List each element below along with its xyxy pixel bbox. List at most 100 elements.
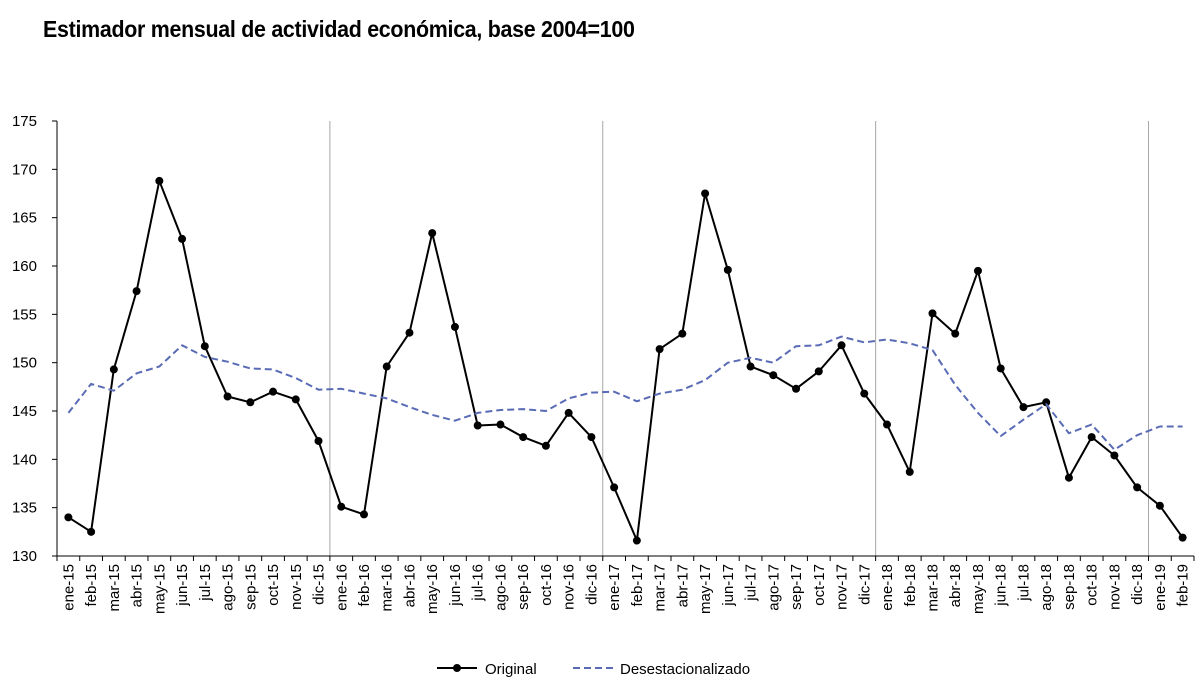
x-tick-label: jun-15 (174, 564, 191, 607)
y-tick-label: 160 (12, 258, 37, 275)
x-tick-label: ene-19 (1152, 564, 1169, 611)
series-line-original (67, 179, 1184, 542)
y-tick-label: 140 (12, 451, 37, 468)
data-point (223, 392, 232, 401)
data-point (1178, 533, 1187, 542)
data-point (405, 328, 414, 337)
x-tick-label: ene-16 (333, 564, 350, 611)
data-point (1064, 473, 1073, 482)
data-point (246, 398, 255, 407)
legend-label-desestacionalizado: Desestacionalizado (620, 661, 750, 678)
x-tick-label: abr-16 (401, 564, 418, 607)
series-line-desestacionalizado (67, 335, 1183, 451)
data-point (1019, 403, 1028, 412)
y-tick-label: 165 (12, 210, 37, 227)
data-point (746, 362, 755, 371)
x-tick-label: oct-18 (1084, 564, 1101, 606)
data-point (792, 384, 801, 393)
data-point (1110, 451, 1119, 460)
x-tick-label: nov-18 (1106, 564, 1123, 610)
data-point (973, 266, 982, 275)
data-point (928, 309, 937, 318)
data-point (678, 329, 687, 338)
data-point (541, 441, 550, 450)
data-point (382, 362, 391, 371)
x-tick-label: sep-18 (1061, 564, 1078, 610)
data-point (473, 421, 482, 430)
x-tick-label: jul-16 (470, 564, 487, 602)
x-tick-label: dic-18 (1129, 564, 1146, 605)
data-point (996, 364, 1005, 373)
legend: Original Desestacionalizado (437, 661, 750, 678)
data-point (723, 265, 732, 274)
data-point (155, 176, 164, 185)
x-tick-label: ene-18 (879, 564, 896, 611)
axes (52, 120, 1195, 561)
x-tick-label: may-17 (697, 564, 714, 614)
data-point (496, 420, 505, 429)
x-tick-label: sep-15 (242, 564, 259, 610)
x-tick-label: jun-17 (720, 564, 737, 607)
data-point (883, 420, 892, 429)
x-tick-label: mar-16 (379, 564, 396, 612)
legend-label-original: Original (485, 661, 537, 678)
x-tick-label: jul-15 (197, 564, 214, 602)
data-point (519, 433, 528, 442)
data-point (359, 510, 368, 519)
data-point (769, 371, 778, 380)
data-point (1087, 433, 1096, 442)
legend-marker-original (453, 664, 461, 672)
x-tick-label: oct-15 (265, 564, 282, 606)
data-point (87, 527, 96, 536)
data-point (837, 341, 846, 350)
x-tick-label: mar-18 (924, 564, 941, 612)
x-tick-label: feb-18 (902, 564, 919, 607)
x-tick-label: dic-16 (583, 564, 600, 605)
x-tick-label: nov-16 (561, 564, 578, 610)
x-tick-label: sep-17 (788, 564, 805, 610)
x-tick-label: feb-17 (629, 564, 646, 607)
y-tick-label: 130 (12, 548, 37, 565)
x-tick-label: may-18 (970, 564, 987, 614)
x-tick-label: abr-15 (129, 564, 146, 607)
x-tick-label: ene-15 (60, 564, 77, 611)
data-point (610, 483, 619, 492)
y-tick-label: 150 (12, 355, 37, 372)
data-point (951, 329, 960, 338)
data-point (200, 342, 209, 351)
data-point (632, 536, 641, 545)
y-tick-labels: 130 135 140 145 150 155 160 165 170 175 (12, 113, 37, 565)
y-tick-label: 175 (12, 113, 37, 130)
data-point (337, 502, 346, 511)
data-point (269, 387, 278, 396)
x-tick-label: jun-16 (447, 564, 464, 607)
data-point (860, 389, 869, 398)
x-tick-label: sep-16 (515, 564, 532, 610)
x-tick-label: may-15 (151, 564, 168, 614)
x-tick-label: abr-17 (674, 564, 691, 607)
x-tick-label: ene-17 (606, 564, 623, 611)
data-point (905, 467, 914, 476)
data-point (1133, 483, 1142, 492)
x-tick-label: feb-19 (1175, 564, 1192, 607)
x-tick-label: ago-16 (492, 564, 509, 611)
x-tick-label: ago-18 (1038, 564, 1055, 611)
x-tick-label: feb-15 (83, 564, 100, 607)
x-tick-label: ago-15 (220, 564, 237, 611)
data-point (814, 367, 823, 376)
x-tick-label: nov-17 (834, 564, 851, 610)
x-tick-label: abr-18 (947, 564, 964, 607)
chart-title: Estimador mensual de actividad económica… (43, 16, 635, 42)
y-tick-label: 135 (12, 500, 37, 517)
year-gridlines (329, 121, 1150, 556)
data-point (564, 408, 573, 417)
data-point (587, 433, 596, 442)
x-tick-labels: ene-15 feb-15 mar-15 abr-15 may-15 jun-15 jul-… (60, 564, 1191, 614)
data-point (64, 513, 73, 522)
x-tick-label: jul-18 (1015, 564, 1032, 602)
y-tick-label: 145 (12, 403, 37, 420)
data-point (1042, 398, 1051, 407)
x-tick-label: oct-16 (538, 564, 555, 606)
x-tick-label: dic-17 (856, 564, 873, 605)
